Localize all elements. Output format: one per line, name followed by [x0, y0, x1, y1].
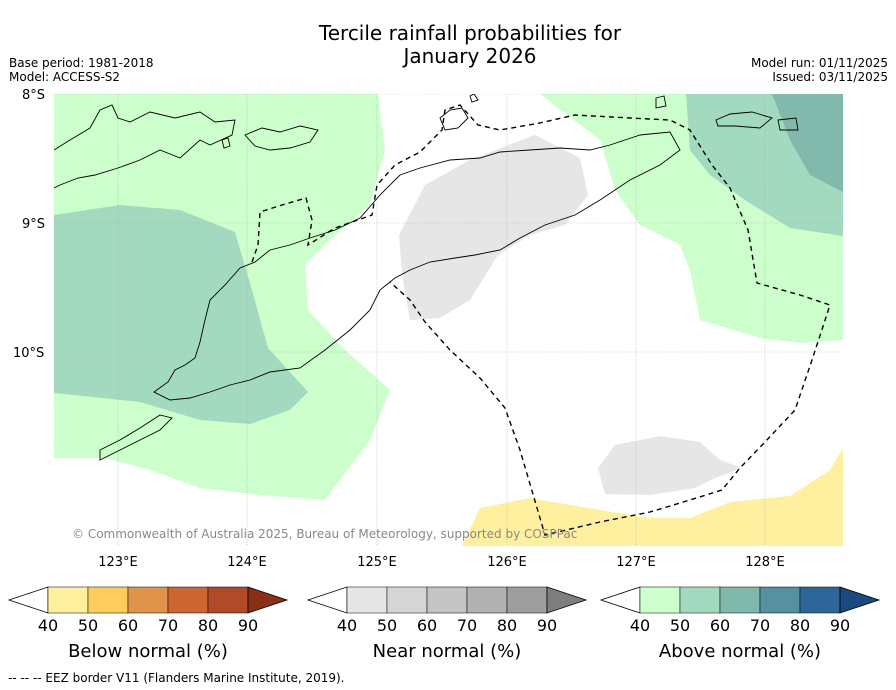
colorbar-segment — [759, 586, 801, 614]
title-line-2: January 2026 — [403, 44, 537, 68]
colorbar-tick-label: 60 — [417, 616, 437, 635]
near-normal-south — [598, 436, 742, 495]
issued-date: Issued: 03/11/2025 — [772, 70, 888, 84]
colorbar-tick-label: 90 — [238, 616, 258, 635]
colorbar-tick-label: 50 — [670, 616, 690, 635]
colorbar-tick-label: 70 — [457, 616, 477, 635]
colorbar-tick-label: 40 — [38, 616, 58, 635]
colorbar-segment — [127, 586, 169, 614]
rote-coast — [99, 414, 173, 461]
lat-label-10s: 10°S — [13, 346, 44, 361]
wetar-coast — [439, 107, 469, 131]
colorbar-segment — [426, 586, 468, 614]
lon-label-123e: 123°E — [98, 555, 138, 570]
eez-border — [251, 104, 831, 536]
gridlines — [54, 94, 843, 546]
colorbar-tick-label: 80 — [497, 616, 517, 635]
alor-coast — [244, 125, 319, 151]
model-name: Model: ACCESS-S2 — [9, 70, 121, 84]
near-normal-north — [399, 135, 588, 320]
pantar-coast — [221, 137, 231, 149]
lat-label-8s: 8°S — [22, 88, 45, 103]
lon-label-125e: 125°E — [357, 555, 397, 570]
leti-coast — [655, 95, 667, 109]
above-normal-60-west — [54, 205, 308, 424]
colorbar-tick-label: 80 — [790, 616, 810, 635]
colorbar-segment — [386, 586, 428, 614]
colorbar-segment — [47, 586, 89, 614]
colorbar-tick-label: 50 — [377, 616, 397, 635]
colorbar-tick-label: 60 — [118, 616, 138, 635]
base-period: Base period: 1981-2018 — [9, 56, 154, 70]
colorbar-extend-high — [546, 586, 588, 614]
colorbar-segment — [87, 586, 129, 614]
colorbar-title: Below normal (%) — [68, 641, 228, 662]
eez-footer-note: -- -- -- EEZ border V11 (Flanders Marine… — [8, 671, 345, 685]
sermata-coast — [777, 117, 799, 131]
colorbar-tick-label: 40 — [337, 616, 357, 635]
lon-label-126e: 126°E — [487, 555, 527, 570]
flores-coast — [54, 104, 236, 189]
colorbar-extend-low — [306, 586, 348, 614]
colorbar-tick-label: 90 — [537, 616, 557, 635]
colorbar-tick-label: 60 — [710, 616, 730, 635]
colorbar-segment — [466, 586, 508, 614]
title-line-1: Tercile rainfall probabilities for — [318, 21, 622, 45]
colorbar-tick-label: 90 — [830, 616, 850, 635]
babar-coast — [715, 111, 773, 129]
lat-label-9s: 9°S — [22, 217, 45, 232]
atauro-coast — [469, 94, 479, 103]
colorbar-tick-label: 70 — [158, 616, 178, 635]
colorbar-extend-low — [7, 586, 49, 614]
map-area — [54, 94, 843, 546]
lon-label-128e: 128°E — [745, 555, 785, 570]
colorbar-segment — [719, 586, 761, 614]
colorbar-tick-label: 40 — [630, 616, 650, 635]
lon-label-127e: 127°E — [616, 555, 656, 570]
model-run: Model run: 01/11/2025 — [750, 56, 888, 70]
attribution-text: © Commonwealth of Australia 2025, Bureau… — [72, 527, 577, 541]
colorbar-tick-label: 70 — [750, 616, 770, 635]
legend-above-normal: 40 50 60 70 80 90 Above normal (%) — [599, 586, 881, 662]
lon-label-124e: 124°E — [227, 555, 267, 570]
colorbar-segment — [679, 586, 721, 614]
colorbar-segment — [799, 586, 841, 614]
legend-below-normal: 40 50 60 70 80 90 Below normal (%) — [7, 586, 289, 662]
colorbar-segment — [639, 586, 681, 614]
colorbar-tick-label: 50 — [78, 616, 98, 635]
timor-coast — [153, 131, 681, 401]
coastlines — [54, 94, 799, 461]
legend-near-normal: 40 50 60 70 80 90 Near normal (%) — [306, 586, 588, 662]
colorbar-tick-label: 80 — [198, 616, 218, 635]
colorbar-title: Near normal (%) — [373, 641, 522, 662]
colorbar-segment — [207, 586, 249, 614]
colorbar-extend-high — [247, 586, 289, 614]
below-normal-south — [462, 448, 843, 546]
colorbar-segment — [167, 586, 209, 614]
colorbar-segment — [346, 586, 388, 614]
colorbar-extend-low — [599, 586, 641, 614]
colorbar-title: Above normal (%) — [659, 641, 821, 662]
colorbar-segment — [506, 586, 548, 614]
colorbar-extend-high — [839, 586, 881, 614]
